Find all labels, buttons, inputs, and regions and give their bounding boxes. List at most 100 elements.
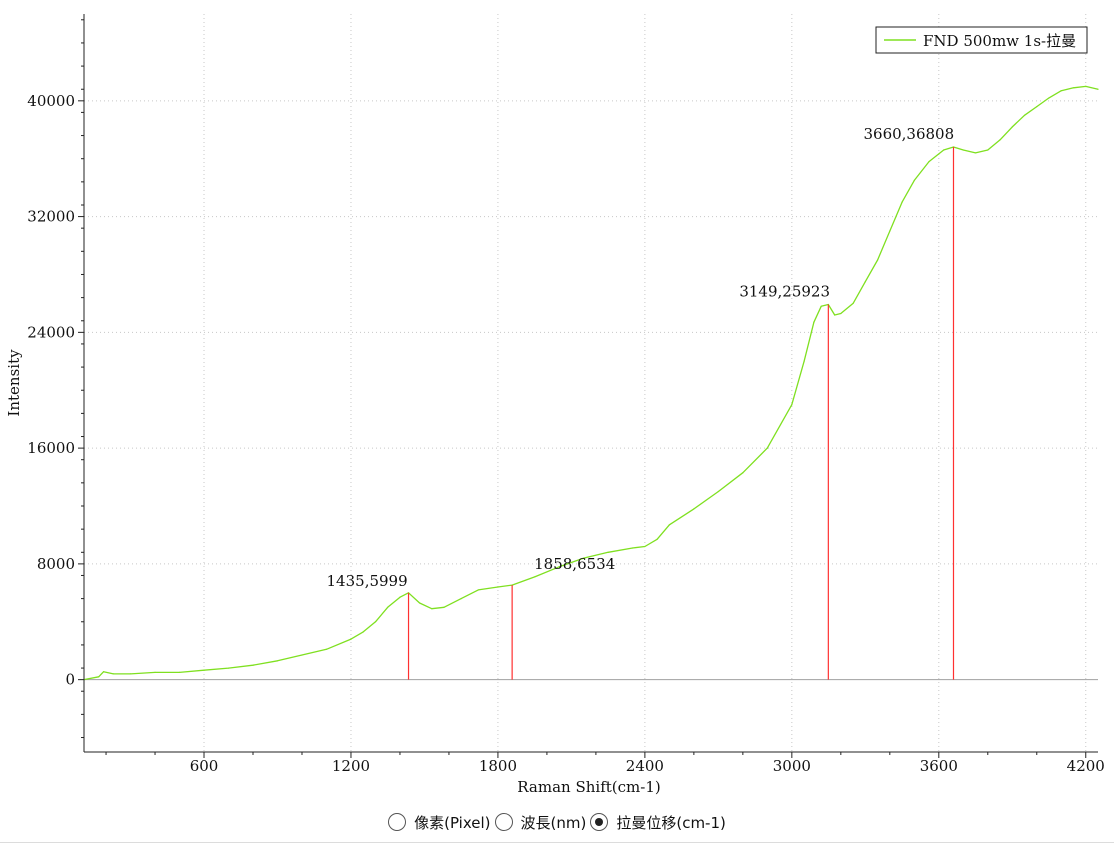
axes <box>78 14 1098 758</box>
spectrum-mode-selector: 像素(Pixel) 波長(nm) 拉曼位移(cm-1) <box>0 806 1114 838</box>
series-point <box>840 312 842 315</box>
x-tick-label: 3600 <box>920 757 958 775</box>
series-point <box>656 538 658 540</box>
peak-markers: 1435,5999 1858,6534 3149,25923 3660,36808 <box>327 125 954 680</box>
y-tick-label: 32000 <box>27 208 75 226</box>
series-point <box>460 598 462 600</box>
series-point <box>178 671 181 674</box>
mode-option-pixel[interactable]: 像素(Pixel) <box>388 812 491 833</box>
series-point <box>864 281 866 283</box>
series-point <box>1036 106 1038 108</box>
series-point <box>913 179 915 182</box>
series-point <box>987 149 989 151</box>
x-tick-label: 1200 <box>332 757 370 775</box>
series-point <box>928 161 930 163</box>
y-tick-label: 24000 <box>27 323 75 341</box>
series-point <box>644 545 646 548</box>
tick-labels: 600 1200 1800 2400 3000 3600 4200 0 8000 16000 240… <box>27 92 1105 775</box>
mode-option-raman-shift[interactable]: 拉曼位移(cm-1) <box>590 812 726 833</box>
mode-option-wavelength[interactable]: 波長(nm) <box>494 812 587 833</box>
series-point <box>418 602 421 604</box>
series-point <box>558 566 560 568</box>
radio-pixel[interactable] <box>388 813 407 831</box>
bottom-divider <box>0 842 1114 843</box>
x-tick-label: 600 <box>190 757 219 775</box>
series-point <box>203 669 205 671</box>
legend-label: FND 500mw 1s-拉曼 <box>923 32 1076 50</box>
mode-label-wavelength: 波長(nm) <box>520 813 587 832</box>
series-point <box>834 314 836 316</box>
series-point <box>943 149 945 151</box>
raman-chart: 1435,5999 1858,6534 3149,25923 3660,36808 6… <box>5 14 1105 796</box>
y-axis-label: Intensity <box>5 349 23 417</box>
series-point <box>1048 97 1050 99</box>
peak-marker-label: 3149,25923 <box>739 283 830 301</box>
series-point <box>387 606 389 608</box>
x-axis-label: Raman Shift(cm-1) <box>517 778 660 796</box>
series-point <box>227 667 230 669</box>
series-point <box>583 557 585 559</box>
series-point <box>1023 114 1026 116</box>
mode-label-pixel: 像素(Pixel) <box>414 813 491 832</box>
series-point <box>443 606 445 608</box>
series-point <box>477 589 479 591</box>
peak-marker-label: 1435,5999 <box>327 572 408 590</box>
series-point <box>742 472 744 474</box>
mode-label-raman-shift: 拉曼位移(cm-1) <box>616 813 726 832</box>
series-point <box>632 547 634 549</box>
series-point <box>974 152 977 154</box>
legend: FND 500mw 1s-拉曼 <box>875 26 1088 54</box>
series-layer <box>83 85 1099 681</box>
series-point <box>1072 87 1075 89</box>
series-point <box>129 673 132 675</box>
series-point <box>901 201 903 203</box>
series-point <box>1011 126 1013 128</box>
series-point <box>431 608 433 610</box>
y-tick-label: 40000 <box>27 92 75 110</box>
series-point <box>889 230 891 232</box>
series-point <box>766 447 768 449</box>
series-point <box>1097 88 1099 90</box>
series-point <box>98 676 100 678</box>
series-point <box>497 586 499 588</box>
series-point <box>820 305 822 307</box>
x-tick-label: 1800 <box>479 757 517 775</box>
peak-marker-label: 3660,36808 <box>863 125 954 143</box>
series-point <box>962 149 964 151</box>
y-tick-label: 8000 <box>37 555 75 573</box>
series-point <box>399 596 401 598</box>
series-point <box>999 139 1001 141</box>
y-tick-label: 0 <box>65 671 75 689</box>
series-point <box>362 631 364 633</box>
series-point <box>852 302 854 305</box>
series-point <box>112 673 114 675</box>
series-point <box>154 671 156 674</box>
x-tick-label: 2400 <box>626 757 664 775</box>
peak-marker-label: 1858,6534 <box>534 555 615 573</box>
series-point <box>252 664 254 666</box>
series-point <box>717 490 719 493</box>
series-point <box>693 508 695 510</box>
radio-raman-shift[interactable] <box>590 813 609 831</box>
series-point <box>607 551 609 553</box>
series-point <box>276 660 279 662</box>
y-tick-label: 16000 <box>27 439 75 457</box>
series-point <box>1085 85 1087 87</box>
series-point <box>301 654 303 656</box>
series-point <box>325 648 328 650</box>
series-line <box>83 85 1099 681</box>
series-point <box>791 404 793 406</box>
series-point <box>102 671 105 673</box>
radio-wavelength[interactable] <box>494 813 513 831</box>
series-point <box>1060 90 1062 92</box>
series-point <box>813 321 815 323</box>
x-tick-label: 3000 <box>773 757 811 775</box>
series-point <box>374 621 377 623</box>
series-point <box>803 360 805 362</box>
x-tick-label: 4200 <box>1067 757 1105 775</box>
series-point <box>534 576 536 578</box>
series-point <box>350 638 352 640</box>
series-point <box>668 524 670 526</box>
grid <box>84 14 1098 752</box>
series-point <box>876 259 879 261</box>
